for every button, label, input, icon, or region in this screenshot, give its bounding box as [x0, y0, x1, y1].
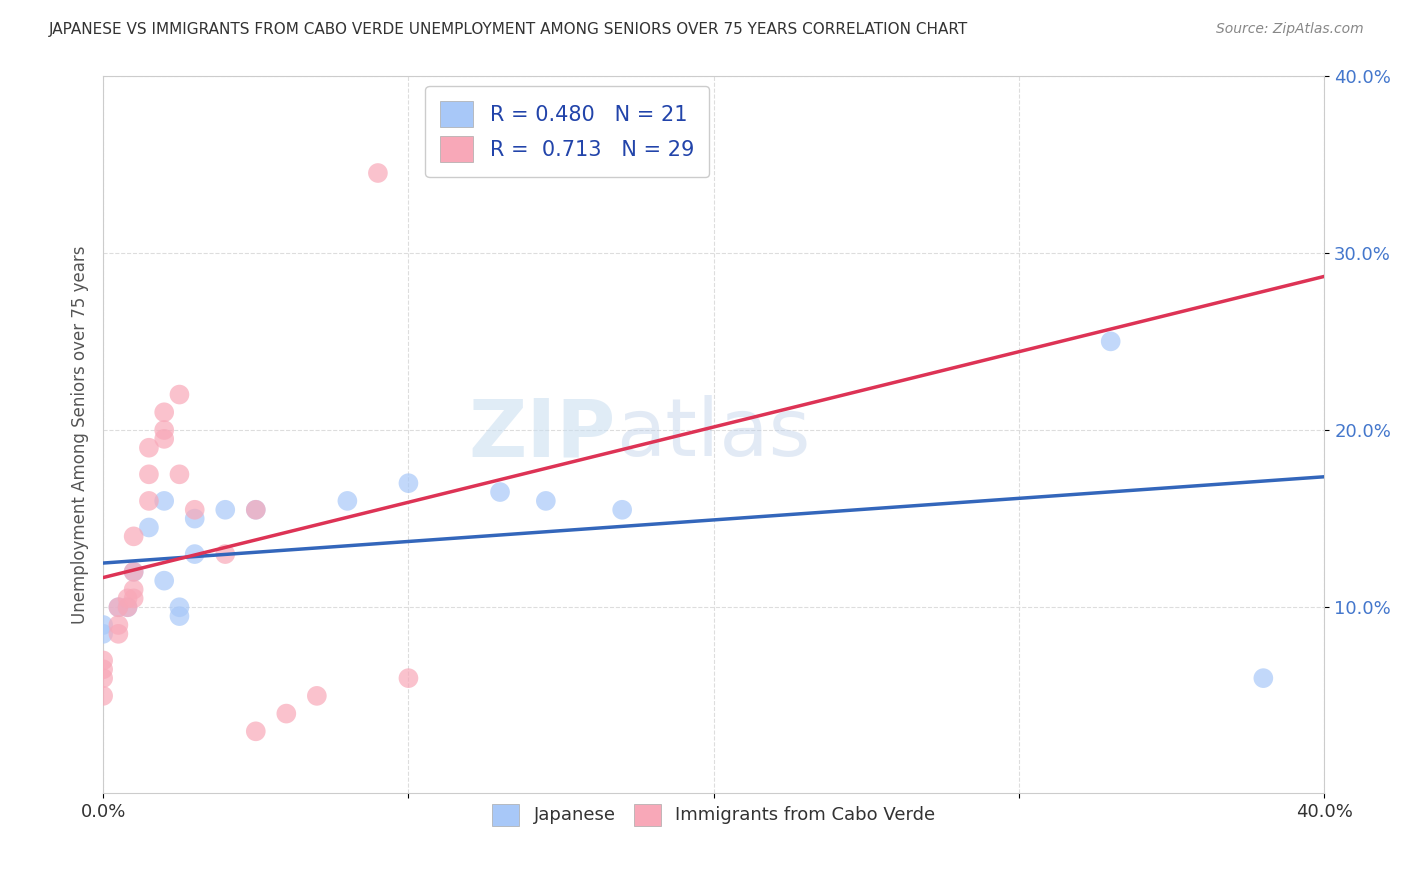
Point [305, 689, 328, 703]
Point [138, 520, 160, 534]
Point [91, 689, 114, 703]
Point [117, 591, 139, 606]
Point [367, 166, 389, 180]
Point [245, 502, 267, 516]
Point [122, 565, 145, 579]
Point [153, 423, 176, 437]
Point [107, 618, 129, 632]
Point [214, 502, 236, 516]
Point [183, 502, 205, 516]
Point [107, 600, 129, 615]
Point [91, 671, 114, 685]
Point [534, 494, 557, 508]
Point [489, 485, 512, 500]
Point [169, 387, 191, 401]
Point [122, 591, 145, 606]
Point [153, 432, 176, 446]
Point [245, 724, 267, 739]
Point [398, 671, 420, 685]
Point [183, 547, 205, 561]
Text: JAPANESE VS IMMIGRANTS FROM CABO VERDE UNEMPLOYMENT AMONG SENIORS OVER 75 YEARS : JAPANESE VS IMMIGRANTS FROM CABO VERDE U… [49, 22, 969, 37]
Point [183, 511, 205, 525]
Point [153, 494, 176, 508]
Point [107, 627, 129, 641]
Point [214, 547, 236, 561]
Legend: Japanese, Immigrants from Cabo Verde: Japanese, Immigrants from Cabo Verde [484, 795, 945, 835]
Point [122, 582, 145, 597]
Point [398, 476, 420, 491]
Point [169, 600, 191, 615]
Point [122, 565, 145, 579]
Point [122, 529, 145, 543]
Point [91, 627, 114, 641]
Y-axis label: Unemployment Among Seniors over 75 years: Unemployment Among Seniors over 75 years [72, 245, 89, 624]
Point [117, 600, 139, 615]
Text: atlas: atlas [616, 395, 810, 474]
Point [276, 706, 298, 721]
Point [153, 405, 176, 419]
Point [1253, 671, 1275, 685]
Point [336, 494, 359, 508]
Point [153, 574, 176, 588]
Point [91, 653, 114, 667]
Point [138, 467, 160, 482]
Point [169, 609, 191, 624]
Point [117, 600, 139, 615]
Point [1099, 334, 1122, 349]
Text: Source: ZipAtlas.com: Source: ZipAtlas.com [1216, 22, 1364, 37]
Point [107, 600, 129, 615]
Point [245, 502, 267, 516]
Point [138, 494, 160, 508]
Point [612, 502, 634, 516]
Point [91, 618, 114, 632]
Point [169, 467, 191, 482]
Point [138, 441, 160, 455]
Point [91, 662, 114, 676]
Text: ZIP: ZIP [468, 395, 616, 474]
